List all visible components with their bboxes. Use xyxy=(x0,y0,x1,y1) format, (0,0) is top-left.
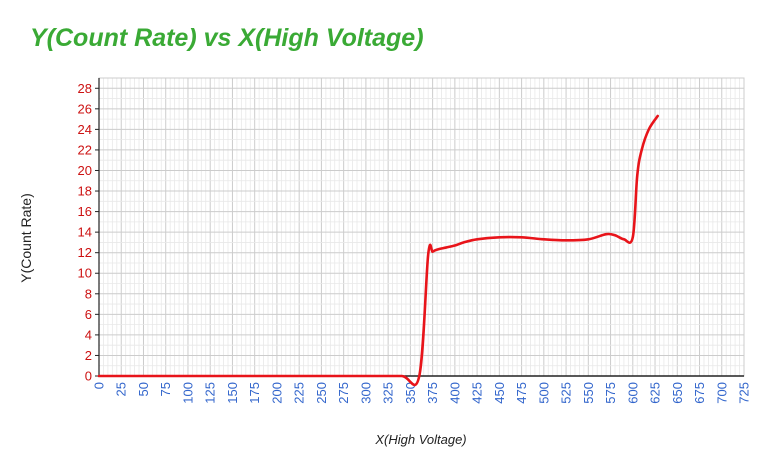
x-tick-label: 325 xyxy=(381,382,396,404)
x-tick-label: 125 xyxy=(203,382,218,404)
grid-lines xyxy=(98,77,745,377)
x-tick-label: 450 xyxy=(492,382,507,404)
x-tick-label: 300 xyxy=(358,382,373,404)
axes xyxy=(98,77,745,377)
x-tick-label: 700 xyxy=(714,382,729,404)
y-tick-label: 12 xyxy=(78,245,92,260)
y-tick-label: 6 xyxy=(85,307,92,322)
y-tick-label: 2 xyxy=(85,348,92,363)
y-tick-label: 24 xyxy=(78,122,92,137)
x-tick-label: 250 xyxy=(314,382,329,404)
series-layer xyxy=(97,114,659,387)
x-tick-label: 275 xyxy=(336,382,351,404)
y-tick-label: 18 xyxy=(78,184,92,199)
y-tick-label: 14 xyxy=(78,225,92,240)
x-tick-labels: 0 25 50 75 100 125 150 175 200 225 250 275 300 325 350… xyxy=(92,382,752,404)
y-tick-label: 22 xyxy=(78,142,92,157)
y-tick-label: 10 xyxy=(78,266,92,281)
y-tick-label: 8 xyxy=(85,286,92,301)
y-tick-label: 0 xyxy=(85,369,92,384)
x-tick-label: 100 xyxy=(180,382,195,404)
y-tick-label: 20 xyxy=(78,163,92,178)
x-tick-label: 50 xyxy=(136,382,151,396)
x-tick-label: 675 xyxy=(692,382,707,404)
x-tick-label: 150 xyxy=(225,382,240,404)
x-tick-label: 475 xyxy=(514,382,529,404)
y-tick-label: 28 xyxy=(78,81,92,96)
x-axis-label: X(High Voltage) xyxy=(375,432,467,447)
y-tick-label: 26 xyxy=(78,101,92,116)
x-tick-label: 500 xyxy=(536,382,551,404)
x-tick-label: 75 xyxy=(158,382,173,396)
x-tick-label: 525 xyxy=(559,382,574,404)
chart-title: Y(Count Rate) vs X(High Voltage) xyxy=(30,24,424,52)
y-tick-label: 4 xyxy=(85,327,92,342)
y-tick-label: 16 xyxy=(78,204,92,219)
x-tick-label: 400 xyxy=(447,382,462,404)
x-tick-label: 25 xyxy=(114,382,129,396)
x-tick-label: 225 xyxy=(292,382,307,404)
series-line xyxy=(97,114,659,387)
x-tick-label: 0 xyxy=(92,382,107,389)
plot-area-border xyxy=(98,77,745,377)
x-tick-label: 600 xyxy=(625,382,640,404)
y-axis-label: Y(Count Rate) xyxy=(18,193,34,283)
x-tick-label: 425 xyxy=(470,382,485,404)
x-tick-label: 550 xyxy=(581,382,596,404)
x-tick-label: 375 xyxy=(425,382,440,404)
x-tick-label: 175 xyxy=(247,382,262,404)
x-tick-label: 200 xyxy=(269,382,284,404)
x-tick-label: 650 xyxy=(670,382,685,404)
x-tick-label: 725 xyxy=(737,382,752,404)
x-tick-label: 575 xyxy=(603,382,618,404)
x-tick-label: 350 xyxy=(403,382,418,404)
x-tick-label: 625 xyxy=(648,382,663,404)
